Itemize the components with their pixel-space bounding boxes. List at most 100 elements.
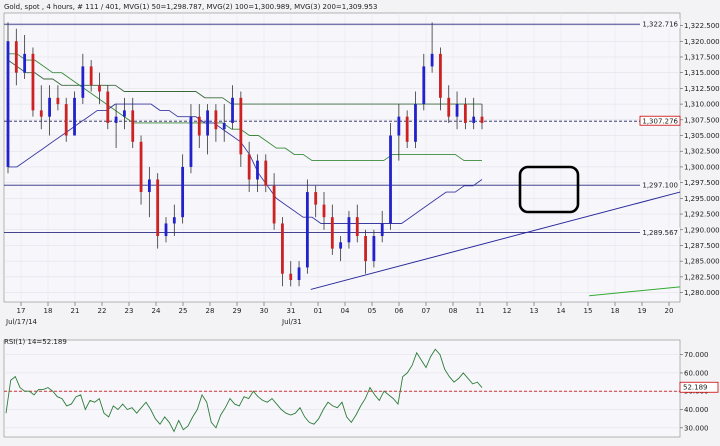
x-sublabel: Jul/17/14 — [5, 318, 38, 326]
candle-body — [56, 97, 60, 105]
candle-body — [39, 110, 43, 117]
y-tick-label: 1,290.000 — [684, 226, 720, 234]
x-tick-label: 22 — [98, 307, 107, 315]
y-tick-label: 1,300.000 — [684, 163, 720, 171]
candle-body — [339, 242, 343, 249]
x-tick-label: 24 — [152, 307, 161, 315]
y-tick-label: 1,297.500 — [684, 179, 720, 187]
trendline — [589, 286, 681, 297]
candle-body — [256, 160, 259, 180]
level-label-box — [640, 19, 680, 29]
moving-average-50 — [8, 103, 483, 224]
candle-body — [73, 97, 76, 136]
candle-body — [430, 53, 434, 67]
candle-body — [231, 97, 234, 123]
candle-body — [305, 192, 309, 268]
x-tick-label: 08 — [449, 307, 458, 315]
candle-body — [414, 104, 417, 142]
y-tick-label: 1,315.000 — [684, 69, 720, 77]
candle-body — [422, 66, 426, 105]
x-tick-label: 13 — [530, 307, 539, 315]
candle-body — [214, 110, 218, 130]
x-tick-label: 05 — [368, 307, 377, 315]
x-tick-label: 14 — [557, 307, 566, 315]
candle-body — [455, 104, 459, 117]
candle-body — [480, 116, 484, 123]
candle-body — [222, 122, 226, 130]
candle-body — [197, 116, 201, 136]
candle-body — [181, 166, 185, 218]
x-tick-label: 20 — [665, 307, 674, 315]
candle-body — [147, 179, 151, 193]
candle-body — [330, 217, 334, 249]
candle-body — [31, 53, 35, 111]
candle-body — [164, 223, 168, 237]
level-label: 1,307.276 — [642, 118, 678, 126]
candle-body — [64, 104, 68, 136]
level-label-box — [639, 115, 681, 126]
x-tick-label: 12 — [503, 307, 512, 315]
candle-body — [6, 41, 10, 167]
candle-body — [23, 53, 27, 73]
x-sublabel: Jul/31 — [281, 318, 302, 326]
x-tick-label: 01 — [314, 307, 323, 315]
candle-body — [123, 110, 126, 117]
x-tick-label: 06 — [395, 307, 404, 315]
annotation-box — [518, 165, 580, 214]
candle-body — [106, 91, 110, 123]
candle-body — [264, 160, 268, 186]
candle-body — [364, 236, 367, 262]
rsi-current-box — [679, 381, 719, 393]
candle-body — [397, 116, 401, 136]
level-label: 1,289.567 — [642, 229, 678, 237]
y-tick-label: 1,312.500 — [684, 85, 720, 93]
candle-body — [355, 217, 359, 237]
x-tick-label: 17 — [17, 307, 26, 315]
x-tick-label: 15 — [584, 307, 593, 315]
y-tick-label: 1,282.500 — [684, 273, 720, 281]
y-tick-label: 1,305.000 — [684, 132, 720, 140]
candle-body — [139, 141, 143, 193]
candle-body — [206, 110, 209, 136]
level-label-box — [640, 180, 680, 190]
candle-body — [48, 97, 51, 117]
candle-body — [247, 154, 251, 180]
x-tick-label: 18 — [44, 307, 53, 315]
moving-average-200 — [7, 59, 482, 105]
level-label-box — [640, 227, 680, 237]
level-label: 1,322.716 — [642, 21, 678, 29]
x-tick-label: 30 — [260, 307, 269, 315]
rsi-tick-label: 30.000 — [684, 424, 709, 432]
candle-body — [239, 97, 243, 155]
y-tick-label: 1,307.500 — [684, 116, 720, 124]
y-tick-label: 1,322.500 — [684, 22, 720, 30]
x-tick-label: 11 — [476, 307, 485, 315]
y-tick-label: 1,292.500 — [684, 211, 720, 219]
candle-body — [405, 116, 409, 142]
y-tick-label: 1,310.000 — [684, 101, 720, 109]
candle-body — [114, 116, 118, 123]
candle-body — [81, 66, 85, 98]
candle-body — [372, 236, 376, 262]
candle-body — [272, 185, 276, 224]
candle-body — [289, 273, 293, 281]
y-tick-label: 1,320.000 — [684, 38, 720, 46]
y-tick-label: 1,280.000 — [684, 289, 720, 297]
candle-body — [98, 85, 101, 92]
candle-body — [172, 217, 176, 224]
x-tick-label: 25 — [179, 307, 188, 315]
candle-body — [89, 66, 93, 86]
rsi-current-label: 52.189 — [683, 384, 708, 392]
candle-body — [156, 179, 160, 237]
x-tick-label: 04 — [341, 307, 350, 315]
candle-body — [463, 104, 467, 123]
chart-title: Gold, spot , 4 hours, # 111 / 401, MVG(1… — [4, 3, 377, 11]
main-plot-background — [3, 12, 681, 303]
y-tick-label: 1,285.000 — [684, 258, 720, 266]
candle-body — [281, 223, 284, 274]
candle-body — [131, 110, 135, 142]
y-tick-label: 1,302.500 — [684, 148, 720, 156]
candle-body — [472, 116, 476, 123]
rsi-tick-label: 70.000 — [684, 351, 709, 359]
